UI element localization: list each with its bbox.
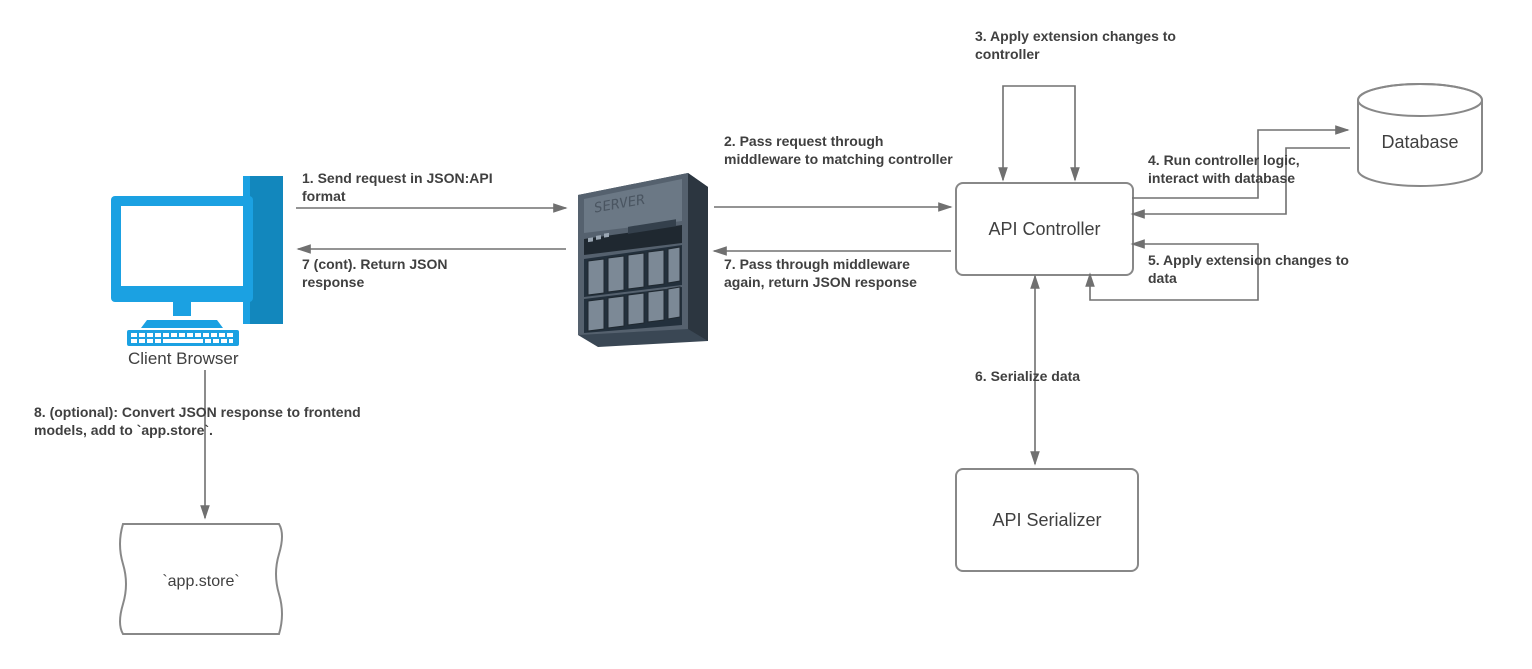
client-browser-icon <box>95 168 305 358</box>
api-controller-label: API Controller <box>988 219 1100 240</box>
edge-3 <box>1003 86 1075 180</box>
api-controller-node: API Controller <box>955 182 1134 276</box>
api-serializer-node: API Serializer <box>955 468 1139 572</box>
step-7cont-label: 7 (cont). Return JSON response <box>302 256 512 291</box>
step-6-label: 6. Serialize data <box>975 368 1135 386</box>
server-icon: SERVER <box>570 173 720 348</box>
database-label-svg: Database <box>1381 132 1458 152</box>
step-3-label: 3. Apply extension changes to controller <box>975 28 1185 63</box>
client-browser-label: Client Browser <box>128 348 239 369</box>
app-store-node: `app.store` <box>111 520 291 640</box>
svg-text:`app.store`: `app.store` <box>162 573 239 590</box>
step-2-label: 2. Pass request through middleware to ma… <box>724 133 954 168</box>
diagram-canvas: Client Browser SERVER <box>0 0 1532 669</box>
step-5-label: 5. Apply extension changes to data <box>1148 252 1358 287</box>
step-1-label: 1. Send request in JSON:API format <box>302 170 532 205</box>
api-serializer-label: API Serializer <box>992 510 1101 531</box>
database-node: Database <box>1350 82 1490 192</box>
step-4-label: 4. Run controller logic, interact with d… <box>1148 152 1348 187</box>
step-8-label: 8. (optional): Convert JSON response to … <box>34 404 364 439</box>
step-7-label: 7. Pass through middleware again, return… <box>724 256 934 291</box>
